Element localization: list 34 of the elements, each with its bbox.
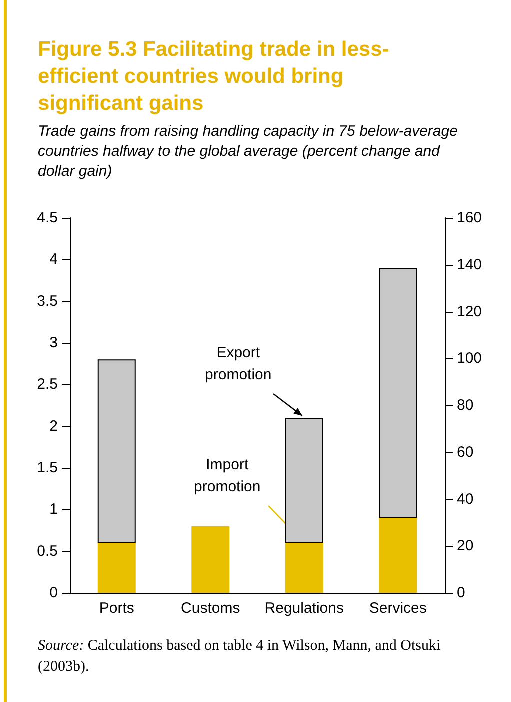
chart-title: Figure 5.3 Facilitating trade in less-efficient countries would bring significant gains (38, 37, 390, 117)
y-tick-label: 4.5 (37, 210, 58, 226)
y2-tick-label: 160 (457, 210, 482, 226)
bar (379, 518, 418, 593)
bar (379, 268, 418, 518)
y-tick-label: 1 (50, 501, 58, 518)
y2-tick-label: 20 (457, 538, 474, 555)
y2-tick-label: 100 (457, 350, 482, 368)
bar (98, 360, 136, 543)
y-tick-label: 0 (50, 584, 58, 602)
x-tick-label: Ports (99, 600, 134, 617)
y2-tick-label: 80 (457, 397, 474, 414)
y2-tick-label: 40 (457, 490, 474, 508)
chart-subtitle: Trade gains from raising handling capacity in 75 below-average countries halfway to the global average (percent change and dollar gain) (38, 122, 459, 182)
source-note: Source: Calculations based on table 4 in Wilson, Mann, and Otsuki (2003b). (38, 637, 442, 677)
x-tick-label: Regulations (264, 600, 344, 617)
y2-tick-label: 0 (457, 584, 466, 602)
bar (192, 526, 230, 593)
x-tick-label: Services (369, 600, 427, 617)
y2-tick-label: 60 (457, 444, 474, 461)
x-tick-label: Customs (181, 600, 240, 617)
bar (98, 543, 136, 593)
y2-tick-label: 120 (457, 303, 482, 320)
y-tick-label: 3.5 (37, 292, 58, 310)
y-tick-label: 1.5 (37, 460, 58, 476)
bar (285, 543, 324, 593)
y-tick-label: 3 (50, 334, 58, 352)
y-tick-label: 0.5 (37, 542, 58, 560)
y-tick-label: 2 (50, 418, 58, 435)
y-tick-label: 2.5 (37, 376, 58, 394)
y-tick-label: 4 (50, 251, 58, 268)
y2-tick-label: 140 (457, 256, 482, 274)
annotation: Export promotion (205, 344, 272, 384)
annotation: Import promotion (194, 456, 261, 496)
